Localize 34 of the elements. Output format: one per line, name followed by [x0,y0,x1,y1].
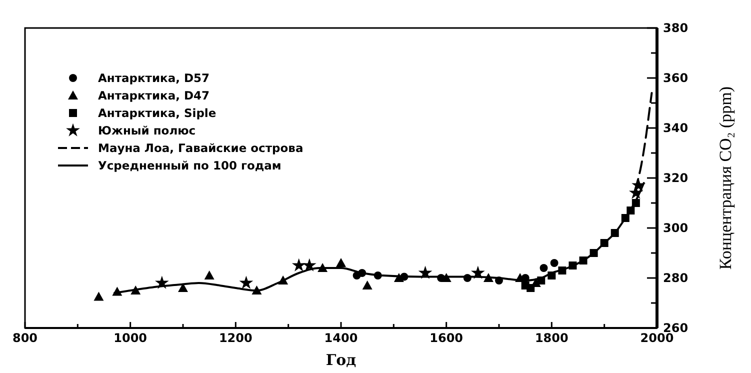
legend-label: Южный полюс [98,124,196,138]
point [94,292,104,301]
y-tick-label: 300 [663,221,688,235]
legend-label: Мауна Лоа, Гавайские острова [98,141,304,155]
x-tick-label: 1400 [324,331,358,345]
y-tick-label: 280 [663,271,688,285]
point [292,258,306,272]
y-axis-title: Концентрация CO₂ (ppm) [716,86,735,270]
legend-label: Антарктика, D47 [98,88,210,102]
point [470,266,485,279]
x-tick-label: 1000 [114,331,148,345]
y-tick-label: 340 [663,121,688,135]
point [540,264,548,272]
x-tick-label: 1800 [534,331,568,345]
point [336,258,346,267]
y-tick-label: 380 [663,21,688,35]
legend-label: Антарктика, Siple [98,106,216,120]
x-tick-label: 1600 [430,331,464,345]
x-tick-label: 800 [12,331,38,345]
point [302,258,316,272]
point [239,276,254,289]
legend-label: Антарктика, D57 [98,71,210,85]
point [526,284,535,292]
point [418,266,432,279]
point [550,259,558,267]
x-tick-label: 1200 [218,331,252,345]
point [204,270,214,280]
legend-label: Усредненный по 100 годам [98,158,282,172]
y-tick-label: 360 [663,71,688,85]
y-tick-label: 320 [663,171,688,185]
x-tick-label: 2000 [640,331,674,345]
x-axis-title: Год [326,351,356,369]
point [362,280,372,290]
point [178,283,188,292]
